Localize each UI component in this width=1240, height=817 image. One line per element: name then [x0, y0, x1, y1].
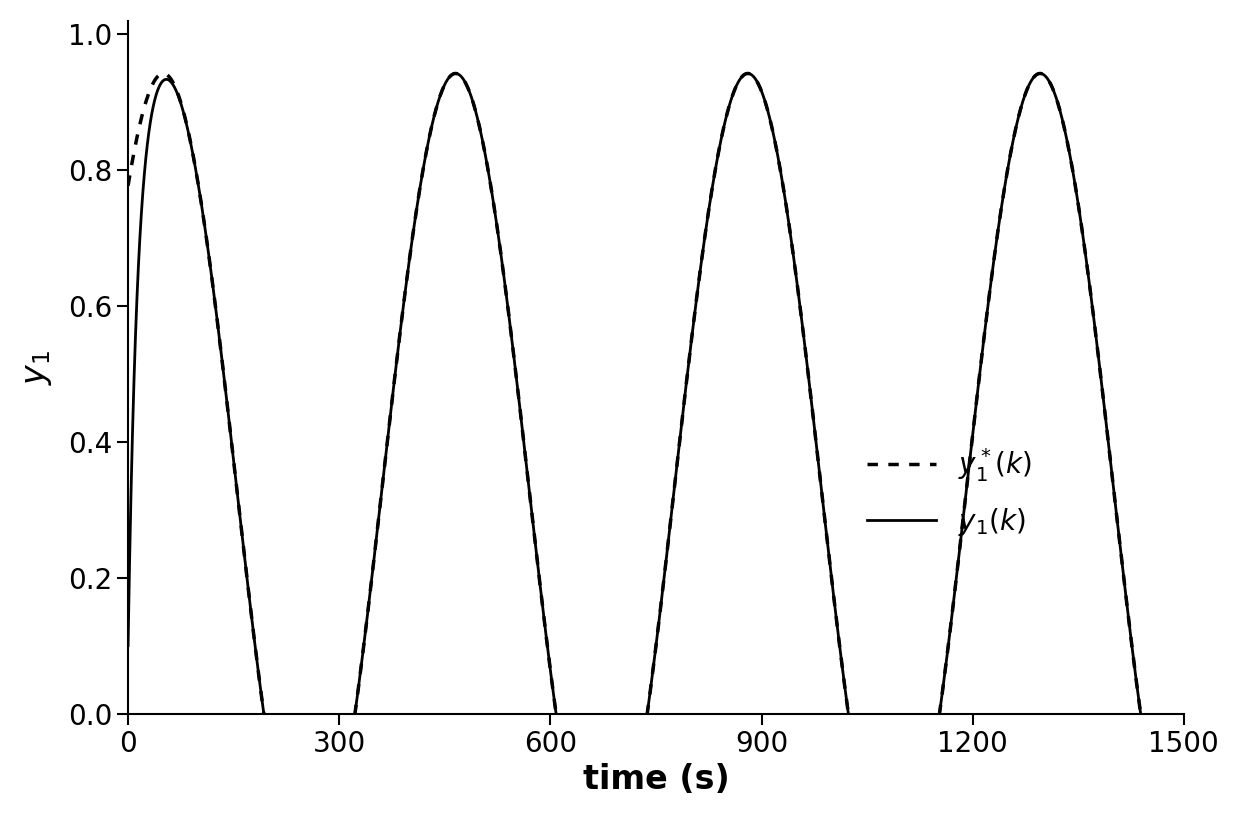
X-axis label: time (s): time (s) [583, 763, 729, 797]
$y_1^*(k)$ [807, 428, 822, 438]
$y_1^*(k)$ [120, 181, 135, 190]
$y_1(k)$ [448, 69, 463, 78]
$y_1(k)$ [754, 87, 769, 96]
Line: $y_1^*(k)$: $y_1^*(k)$ [128, 74, 1184, 817]
$y_1^*(k)$ [156, 69, 171, 78]
Y-axis label: $y_1$: $y_1$ [21, 350, 53, 385]
$y_1^*(k)$ [990, 236, 1004, 246]
Legend: $y_1^*(k)$, $y_1(k)$: $y_1^*(k)$, $y_1(k)$ [856, 435, 1043, 549]
Line: $y_1(k)$: $y_1(k)$ [128, 74, 1184, 817]
$y_1(k)$ [120, 641, 135, 650]
$y_1^*(k)$ [754, 87, 769, 96]
$y_1^*(k)$ [525, 508, 539, 518]
$y_1(k)$ [807, 428, 822, 438]
$y_1(k)$ [525, 508, 539, 518]
$y_1(k)$ [990, 236, 1004, 246]
